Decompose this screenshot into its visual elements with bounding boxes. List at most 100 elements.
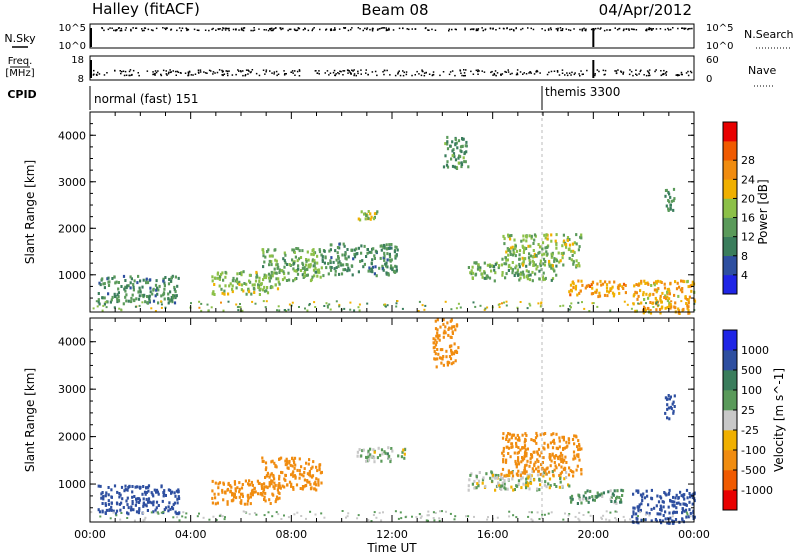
scatter-cell <box>519 276 522 280</box>
scatter-cell <box>171 274 174 278</box>
scatter-cell <box>578 444 581 448</box>
scatter-cell <box>573 241 576 245</box>
scatter-cell <box>317 481 320 484</box>
scatter-cell <box>174 275 177 279</box>
scatter-cell <box>249 502 252 506</box>
scatter-cell <box>523 248 526 251</box>
scatter-cell <box>444 154 447 158</box>
scatter-cell <box>601 495 604 498</box>
scatter-cell <box>419 516 422 519</box>
scatter-cell <box>327 262 330 266</box>
scatter-cell <box>541 241 545 245</box>
scatter-cell <box>291 248 294 252</box>
scatter-cell <box>347 266 350 270</box>
scatter-cell <box>127 284 130 288</box>
scatter-cell <box>258 279 261 283</box>
scatter-cell <box>515 264 518 268</box>
scatter-cell <box>464 160 467 164</box>
scatter-cell <box>528 464 531 468</box>
scatter-cell <box>338 260 341 264</box>
scatter-cell <box>229 484 232 488</box>
scatter-cell <box>655 308 658 312</box>
scatter-cell <box>270 460 273 464</box>
scatter-cell <box>177 490 180 494</box>
scatter-cell <box>132 288 135 292</box>
scatter-cell <box>675 493 678 497</box>
scatter-cell <box>316 254 319 258</box>
scatter-cell <box>659 311 662 315</box>
scatter-cell <box>640 279 643 283</box>
scatter-cell <box>529 481 533 485</box>
scatter-cell <box>547 482 550 486</box>
scatter-cell <box>516 473 519 477</box>
scatter-cell <box>101 502 104 505</box>
scatter-cell <box>516 451 519 455</box>
scatter-cell <box>587 500 590 504</box>
scatter-cell <box>527 475 530 479</box>
scatter-cell <box>471 482 474 486</box>
colorbar-tick-label: 4 <box>741 269 748 282</box>
scatter-cell <box>231 284 234 288</box>
scatter-cell <box>224 516 226 519</box>
scatter-cell <box>635 309 638 313</box>
scatter-cell <box>467 484 470 488</box>
scatter-cell <box>360 251 363 255</box>
scatter-cell <box>273 486 276 490</box>
scatter-cell <box>444 325 447 329</box>
scatter-cell <box>677 311 680 315</box>
scatter-cell <box>423 308 426 311</box>
scatter-cell <box>101 491 104 494</box>
scatter-cell <box>525 264 528 268</box>
scatter-cell <box>238 272 241 275</box>
scatter-cell <box>156 511 159 514</box>
scatter-cell <box>469 473 472 477</box>
scatter-cell <box>667 406 670 410</box>
scatter-cell <box>323 249 326 253</box>
colorbar-tick-label: -100 <box>741 444 766 457</box>
scatter-cell <box>670 199 674 203</box>
scatter-cell <box>367 455 370 459</box>
scatter-cell <box>272 473 275 477</box>
scatter-cell <box>540 261 543 265</box>
scatter-cell <box>641 495 644 499</box>
scatter-cell <box>558 260 561 264</box>
scatter-cell <box>332 260 335 264</box>
scatter-cell <box>311 465 314 469</box>
scatter-cell <box>155 506 158 510</box>
scatter-cell <box>248 273 251 277</box>
scatter-cell <box>360 244 363 248</box>
scatter-cell <box>309 474 312 478</box>
scatter-cell <box>321 258 324 262</box>
scatter-cell <box>542 278 545 282</box>
scatter-cell <box>575 242 578 246</box>
scatter-cell <box>327 272 330 276</box>
scatter-cell <box>316 270 319 274</box>
scatter-cell <box>672 208 675 212</box>
scatter-cell <box>275 465 278 469</box>
scatter-cell <box>391 268 394 272</box>
scatter-cell <box>559 305 562 308</box>
scatter-cell <box>367 449 370 453</box>
y-tick-label: 1000 <box>58 269 86 282</box>
scatter-cell <box>320 512 323 515</box>
scatter-cell <box>370 520 373 522</box>
scatter-cell <box>449 144 452 148</box>
scatter-cell <box>609 309 612 312</box>
scatter-cell <box>221 488 224 492</box>
scatter-cell <box>135 500 138 504</box>
scatter-cell <box>117 281 120 284</box>
scatter-cell <box>156 292 159 296</box>
scatter-cell <box>522 245 525 249</box>
scatter-cell <box>242 270 245 274</box>
scatter-cell <box>553 269 556 273</box>
scatter-cell <box>653 281 656 285</box>
scatter-cell <box>130 296 133 300</box>
scatter-cell <box>404 516 407 519</box>
scatter-cell <box>454 158 458 162</box>
scatter-cell <box>293 513 296 516</box>
scatter-cell <box>681 507 684 511</box>
scatter-cell <box>514 271 517 275</box>
scatter-cell <box>444 331 447 335</box>
scatter-cell <box>224 275 227 279</box>
scatter-cell <box>349 301 352 304</box>
